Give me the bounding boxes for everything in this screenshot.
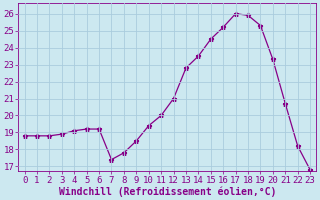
X-axis label: Windchill (Refroidissement éolien,°C): Windchill (Refroidissement éolien,°C) bbox=[59, 186, 276, 197]
